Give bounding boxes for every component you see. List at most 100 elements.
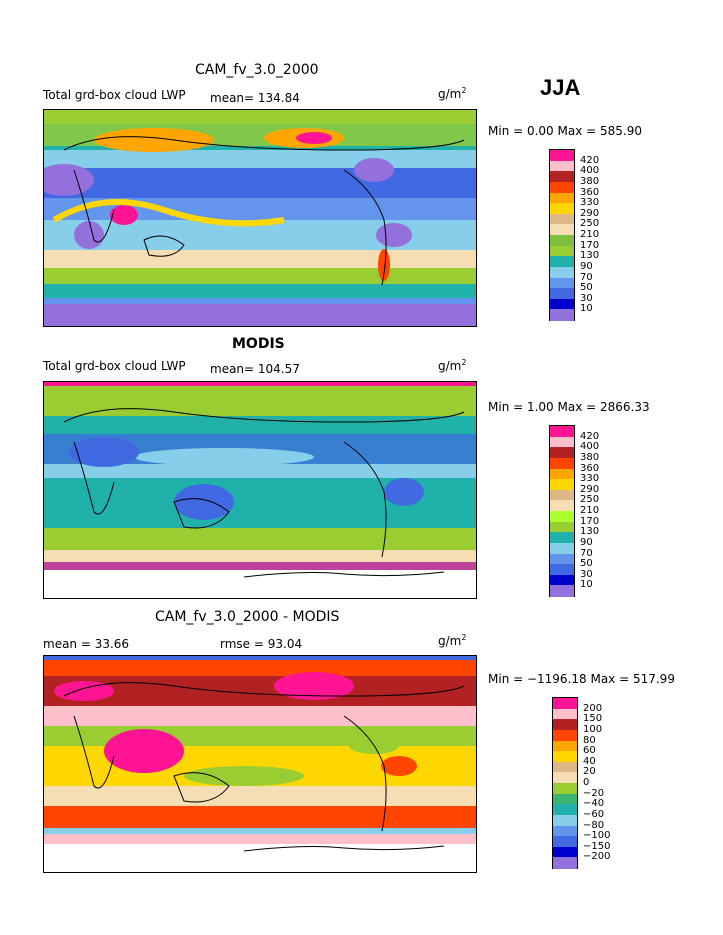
colorbar-swatch: [553, 857, 577, 869]
panel3-map-canvas: [44, 656, 476, 872]
colorbar-swatch: [550, 479, 574, 491]
colorbar-tick-label: 50: [580, 282, 593, 294]
colorbar-tick-label: 380: [580, 175, 600, 187]
colorbar-swatch: [553, 729, 577, 741]
colorbar-tick-label: −200: [583, 851, 611, 863]
colorbar-swatch: [550, 436, 574, 448]
colorbar-tick-label: 60: [583, 745, 596, 757]
colorbar-tick-label: 90: [580, 536, 593, 548]
colorbar-swatch: [553, 804, 577, 816]
colorbar-tick-label: 360: [580, 462, 600, 474]
colorbar-tick-label: 50: [580, 558, 593, 570]
panel3-title: CAM_fv_3.0_2000 - MODIS: [155, 609, 340, 625]
panel1-colorbar: 420 400 380 360 330 290 250 210 170 130 90 70 50 30 10: [549, 149, 599, 321]
colorbar-tick-label: 400: [580, 165, 600, 177]
colorbar-swatch: [553, 740, 577, 752]
colorbar-swatch: [550, 288, 574, 300]
colorbar-swatch: [553, 846, 577, 858]
panel1-minmax: Min = 0.00 Max = 585.90: [488, 124, 642, 138]
colorbar-tick-label: 100: [583, 723, 603, 735]
colorbar-tick-label: −40: [583, 798, 605, 810]
panel1-variable-label: Total grd-box cloud LWP: [43, 88, 186, 102]
colorbar-swatch: [553, 761, 577, 773]
panel3-map: [43, 655, 477, 873]
colorbar-swatch: [550, 160, 574, 172]
colorbar-tick-label: 70: [580, 271, 593, 283]
colorbar-tick-label: 30: [580, 292, 593, 304]
colorbar-swatch: [550, 224, 574, 236]
colorbar-swatch: [550, 235, 574, 247]
colorbar-swatch: [550, 309, 574, 321]
colorbar-tick-label: 0: [583, 777, 590, 788]
colorbar-tick-label: 130: [580, 250, 600, 262]
colorbar-swatch: [550, 542, 574, 554]
colorbar-swatch: [550, 553, 574, 565]
colorbar-tick-label: 210: [580, 229, 600, 240]
panel3-units: g/m2: [438, 633, 467, 648]
panel1-mean-label: mean= 134.84: [210, 91, 300, 105]
colorbar-tick-label: 10: [580, 303, 593, 315]
colorbar-swatch: [550, 150, 574, 162]
colorbar-swatch: [553, 719, 577, 731]
colorbar-swatch: [553, 836, 577, 848]
colorbar-swatch: [553, 793, 577, 805]
panel2-units: g/m2: [438, 358, 467, 373]
colorbar-swatch: [550, 203, 574, 215]
colorbar-tick-label: 360: [580, 186, 600, 198]
colorbar-swatch: [550, 266, 574, 278]
colorbar-tick-label: 290: [580, 483, 600, 495]
colorbar-tick-label: −100: [583, 830, 611, 842]
panel3-rmse-label: rmse = 93.04: [220, 637, 303, 651]
colorbar-swatch: [550, 171, 574, 183]
colorbar-tick-label: 170: [580, 239, 600, 251]
colorbar-swatch: [550, 245, 574, 257]
colorbar-swatch: [550, 181, 574, 193]
colorbar-tick-label: 30: [580, 568, 593, 580]
panel1-units: g/m2: [438, 86, 467, 101]
colorbar-swatch: [550, 447, 574, 459]
colorbar-swatch: [550, 585, 574, 597]
colorbar-tick-label: 420: [580, 430, 600, 442]
panel2-title: MODIS: [232, 336, 285, 352]
colorbar-swatch: [553, 825, 577, 837]
panel2-map-canvas: [44, 382, 476, 598]
colorbar-tick-label: 420: [580, 154, 600, 166]
colorbar-swatch: [553, 772, 577, 784]
colorbar-swatch: [550, 564, 574, 576]
colorbar-swatch: [553, 814, 577, 826]
colorbar-tick-label: −80: [583, 819, 605, 831]
panel3-colorbar: 200 150 100 80 60 40 20 0 −20 −40 −60 −80 −100 −150 −2…: [552, 697, 610, 869]
colorbar-swatch: [550, 213, 574, 225]
colorbar-tick-label: 400: [580, 441, 600, 453]
colorbar-tick-label: 70: [580, 547, 593, 559]
colorbar-tick-label: 290: [580, 207, 600, 219]
panel3-mean-label: mean = 33.66: [43, 637, 130, 651]
colorbar-tick-label: 40: [583, 755, 596, 767]
colorbar-swatch: [553, 783, 577, 795]
colorbar-swatch: [550, 521, 574, 533]
colorbar-swatch: [553, 751, 577, 763]
colorbar-tick-label: 150: [583, 713, 603, 725]
colorbar-swatch: [550, 511, 574, 523]
colorbar-swatch: [550, 457, 574, 469]
colorbar-swatch: [550, 256, 574, 268]
colorbar-swatch: [550, 192, 574, 204]
season-label: JJA: [540, 75, 581, 100]
colorbar-swatch: [550, 574, 574, 586]
colorbar-swatch: [550, 532, 574, 544]
colorbar-tick-label: 170: [580, 515, 600, 527]
panel2-mean-label: mean= 104.57: [210, 362, 300, 376]
colorbar-swatch: [550, 500, 574, 512]
panel2-colorbar: 420 400 380 360 330 290 250 210 170 130 90 70 50 30 10: [549, 425, 599, 597]
panel2-minmax: Min = 1.00 Max = 2866.33: [488, 400, 650, 414]
colorbar-tick-label: −150: [583, 840, 611, 852]
panel1-map: [43, 109, 477, 327]
colorbar-swatch: [553, 698, 577, 710]
colorbar-tick-label: −20: [583, 787, 605, 799]
panel1-map-canvas: [44, 110, 476, 326]
colorbar-swatch: [550, 468, 574, 480]
colorbar-tick-label: 130: [580, 526, 600, 538]
colorbar-tick-label: 200: [583, 702, 603, 714]
colorbar-tick-label: 10: [580, 579, 593, 591]
colorbar-tick-label: 380: [580, 451, 600, 463]
